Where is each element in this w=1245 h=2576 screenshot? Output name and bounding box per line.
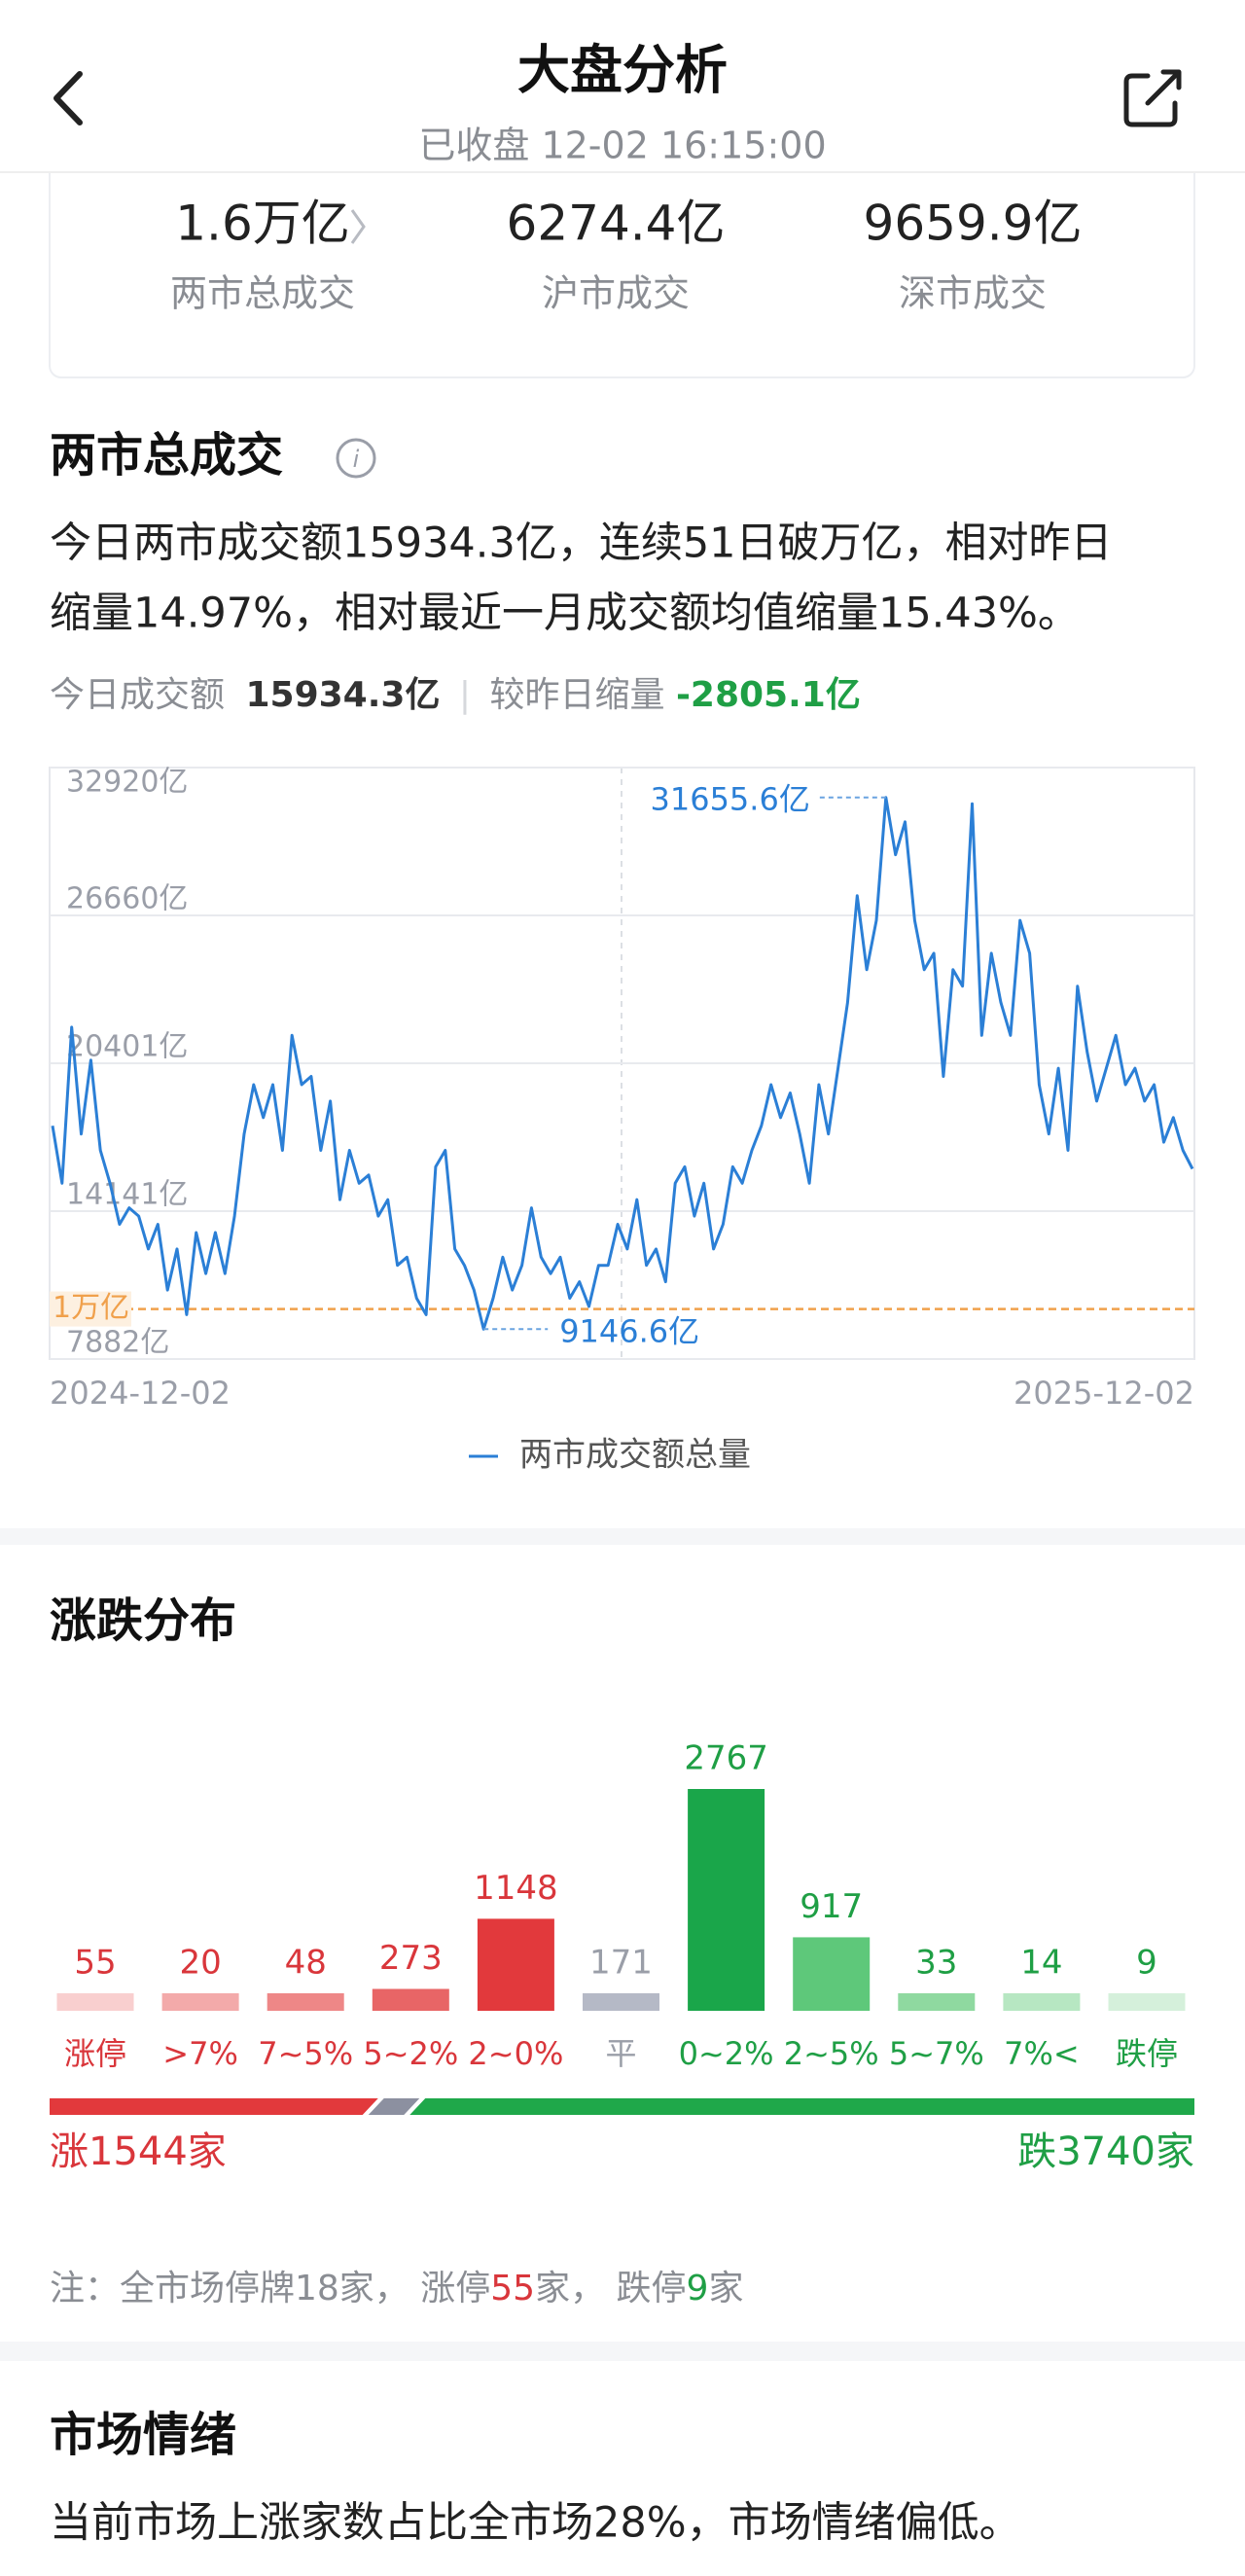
back-button[interactable]	[53, 71, 83, 125]
section-separator	[0, 2342, 1245, 2361]
bar-category-label: 5~7%	[889, 2035, 984, 2072]
summary-label: 沪市成交	[542, 272, 690, 315]
paragraph-line: 缩量14.97%，相对最近一月成交额均值缩量15.43%。	[50, 590, 1080, 638]
section-separator	[0, 1528, 1245, 1545]
summary-card	[49, 145, 1195, 378]
bar	[1108, 1993, 1186, 2011]
bar	[161, 1993, 239, 2011]
stat-label: 今日成交额	[50, 675, 225, 715]
bar-category-label: 涨停	[64, 2035, 126, 2072]
summary-value[interactable]: 1.6万亿	[175, 196, 350, 252]
bar-value-label: 33	[915, 1944, 957, 1983]
header	[0, 0, 1245, 172]
note-text: 家	[708, 2269, 743, 2308]
flat-segment	[368, 2098, 420, 2115]
distribution-chart: 55 涨停 20 >7% 48 7~5% 273 5~2% 1148 2~0% 171 平 2767 0~…	[56, 1739, 1186, 2072]
bar	[793, 1937, 871, 2011]
info-icon[interactable]: i	[336, 438, 376, 479]
bar	[477, 1918, 554, 2011]
bar-value-label: 9	[1136, 1944, 1157, 1983]
bar-value-label: 2767	[684, 1739, 768, 1778]
edit-icon-box	[1123, 73, 1178, 127]
chevron	[350, 209, 366, 244]
note: 注：全市场停牌18家， 涨停55家， 跌停9家	[50, 2269, 743, 2308]
section-title: 两市总成交	[50, 428, 283, 483]
reference-label-bg	[50, 1291, 131, 1327]
section-title: 市场情绪	[50, 2408, 236, 2462]
summary-label: 深市成交	[899, 272, 1047, 315]
bar	[1003, 1993, 1081, 2011]
y-tick-label: 32920亿	[66, 766, 188, 800]
bar-value-label: 1148	[474, 1869, 558, 1908]
annotation-label: 31655.6亿	[650, 781, 809, 818]
bar-value-label: 273	[379, 1939, 443, 1978]
x-tick-label: 2024-12-02	[50, 1375, 231, 1412]
note-number: 9	[687, 2269, 709, 2308]
section-title: 涨跌分布	[50, 1593, 236, 1648]
stat-value: -2805.1亿	[676, 675, 861, 715]
paragraph-line: 今日两市成交额15934.3亿，连续51日破万亿，相对昨日	[50, 519, 1113, 568]
stat-label: 较昨日缩量	[490, 675, 665, 715]
summary-label: 两市总成交	[170, 272, 355, 315]
bar-category-label: 7~5%	[258, 2035, 353, 2072]
y-tick-label: 7882亿	[66, 1326, 169, 1360]
note-text: 注：全市场停牌18家， 涨停	[50, 2269, 490, 2308]
edit-button[interactable]	[1123, 69, 1182, 127]
bar-value-label: 48	[285, 1944, 327, 1983]
annotation-label: 9146.6亿	[559, 1312, 699, 1349]
page-subtitle: 已收盘 12-02 16:15:00	[418, 125, 826, 167]
info-circle	[336, 438, 376, 479]
x-tick-label: 2025-12-02	[1014, 1375, 1194, 1412]
summary-value: 9659.9亿	[864, 196, 1083, 252]
ratio-bar	[50, 2098, 1194, 2115]
bar-value-label: 20	[179, 1944, 221, 1983]
sentiment-text: 当前市场上涨家数占比全市场28%，市场情绪偏低。	[50, 2499, 1021, 2548]
note-text: 家， 跌停	[535, 2269, 686, 2308]
y-tick-label: 26660亿	[66, 882, 188, 916]
note-number: 55	[490, 2269, 535, 2308]
stat-value: 15934.3亿	[245, 675, 440, 715]
y-tick-label: 20401亿	[66, 1030, 188, 1064]
volume-line	[51, 796, 1194, 1331]
stats-line: 今日成交额 15934.3亿 | 较昨日缩量 -2805.1亿	[50, 675, 861, 715]
bar-value-label: 171	[589, 1944, 653, 1983]
bar-category-label: 7%<	[1004, 2035, 1080, 2072]
fall-segment	[409, 2098, 1194, 2115]
reference-label: 1万亿	[53, 1291, 129, 1325]
bar-value-label: 917	[800, 1887, 863, 1926]
bar-category-label: 2~0%	[468, 2035, 563, 2072]
bar-category-label: 0~2%	[679, 2035, 774, 2072]
rise-segment	[50, 2098, 378, 2115]
rise-count: 涨1544家	[50, 2129, 227, 2174]
fall-count: 跌3740家	[1017, 2129, 1194, 2174]
bar	[583, 1993, 659, 2011]
legend-label: 两市成交额总量	[519, 1436, 751, 1475]
bar	[688, 1789, 765, 2011]
bar-category-label: 2~5%	[784, 2035, 879, 2072]
bar-category-label: >7%	[162, 2035, 238, 2072]
bar-category-label: 跌停	[1116, 2035, 1178, 2072]
bar-category-label: 5~2%	[363, 2035, 458, 2072]
bar-category-label: 平	[605, 2035, 636, 2072]
info-glyph: i	[353, 446, 360, 473]
bar-value-label: 14	[1020, 1944, 1062, 1983]
bar	[56, 1993, 134, 2011]
bar	[372, 1988, 449, 2011]
stat-divider: |	[459, 675, 471, 715]
edit-icon-arrow	[1145, 69, 1182, 106]
summary-value: 6274.4亿	[507, 196, 726, 252]
bar	[898, 1993, 976, 2011]
bar	[267, 1993, 344, 2011]
y-tick-label: 14141亿	[66, 1178, 188, 1212]
bar-value-label: 55	[74, 1944, 116, 1983]
page-title: 大盘分析	[517, 40, 728, 101]
